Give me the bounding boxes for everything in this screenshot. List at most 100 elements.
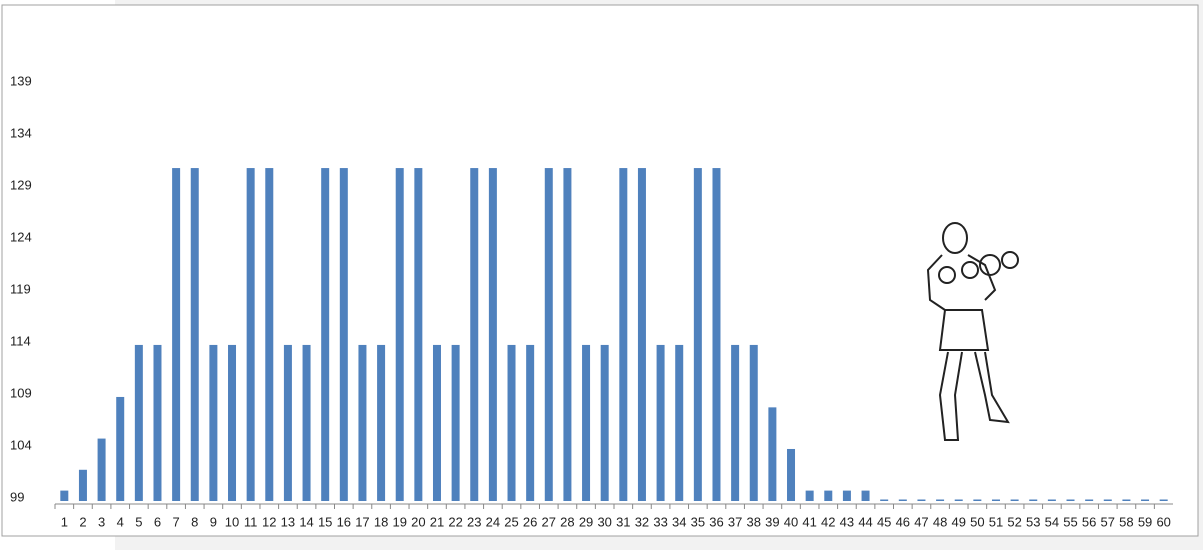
bar <box>973 500 981 502</box>
bar <box>955 500 963 502</box>
bar <box>638 168 646 501</box>
y-tick-label: 134 <box>10 125 32 140</box>
bar <box>563 168 571 501</box>
x-tick-label: 27 <box>542 514 556 529</box>
x-tick-label: 41 <box>802 514 816 529</box>
x-tick-label: 55 <box>1063 514 1077 529</box>
x-tick-label: 59 <box>1138 514 1152 529</box>
bar <box>750 345 758 501</box>
y-tick-label: 99 <box>10 489 24 504</box>
x-tick-label: 15 <box>318 514 332 529</box>
bar <box>508 345 516 501</box>
y-tick-label: 139 <box>10 73 32 88</box>
bar <box>98 439 106 501</box>
x-tick-label: 49 <box>951 514 965 529</box>
x-tick-label: 36 <box>709 514 723 529</box>
bar <box>116 397 124 501</box>
bar <box>135 345 143 501</box>
x-tick-label: 10 <box>225 514 239 529</box>
x-tick-label: 23 <box>467 514 481 529</box>
x-tick-label: 19 <box>392 514 406 529</box>
x-tick-label: 32 <box>635 514 649 529</box>
bar <box>452 345 460 501</box>
x-tick-label: 43 <box>840 514 854 529</box>
bar <box>303 345 311 501</box>
bar <box>768 407 776 501</box>
x-tick-label: 46 <box>896 514 910 529</box>
y-tick-label: 124 <box>10 229 32 244</box>
plot-frame <box>2 5 1198 536</box>
bar <box>806 491 814 501</box>
x-tick-label: 4 <box>117 514 124 529</box>
bar <box>191 168 199 501</box>
bar <box>1122 500 1130 502</box>
x-tick-label: 53 <box>1026 514 1040 529</box>
bar <box>1104 500 1112 502</box>
x-tick-label: 22 <box>448 514 462 529</box>
bar <box>414 168 422 501</box>
bar <box>377 345 385 501</box>
x-tick-label: 38 <box>747 514 761 529</box>
x-tick-label: 48 <box>933 514 947 529</box>
bar <box>601 345 609 501</box>
bar <box>526 345 534 501</box>
y-tick-label: 109 <box>10 385 32 400</box>
x-tick-label: 21 <box>430 514 444 529</box>
x-tick-label: 54 <box>1045 514 1059 529</box>
x-tick-label: 50 <box>970 514 984 529</box>
bar <box>936 500 944 502</box>
bar <box>172 168 180 501</box>
x-tick-label: 18 <box>374 514 388 529</box>
bar <box>992 500 1000 502</box>
x-tick-label: 47 <box>914 514 928 529</box>
bar <box>862 491 870 501</box>
bar <box>209 345 217 501</box>
bar <box>321 168 329 501</box>
bar <box>694 168 702 501</box>
x-tick-label: 60 <box>1156 514 1170 529</box>
bar <box>470 168 478 501</box>
x-tick-label: 31 <box>616 514 630 529</box>
bar <box>489 168 497 501</box>
bar <box>284 345 292 501</box>
x-tick-label: 3 <box>98 514 105 529</box>
y-tick-label: 114 <box>10 333 31 348</box>
chart: 9910410911411912412913413912345678910111… <box>0 0 1203 550</box>
bar <box>396 168 404 501</box>
bar <box>433 345 441 501</box>
y-tick-label: 104 <box>10 437 32 452</box>
x-tick-label: 52 <box>1007 514 1021 529</box>
x-tick-label: 25 <box>504 514 518 529</box>
x-tick-label: 40 <box>784 514 798 529</box>
bar <box>1141 500 1149 502</box>
bar <box>153 345 161 501</box>
bar <box>1029 500 1037 502</box>
x-tick-label: 29 <box>579 514 593 529</box>
bar <box>545 168 553 501</box>
x-tick-label: 26 <box>523 514 537 529</box>
bar <box>79 470 87 501</box>
bar <box>657 345 665 501</box>
bar <box>712 168 720 501</box>
x-tick-label: 6 <box>154 514 161 529</box>
bar <box>358 345 366 501</box>
x-tick-label: 1 <box>61 514 68 529</box>
bar <box>1160 500 1168 502</box>
x-tick-label: 39 <box>765 514 779 529</box>
x-tick-label: 11 <box>244 514 258 529</box>
bar <box>265 168 273 501</box>
bar <box>787 449 795 501</box>
bar <box>619 168 627 501</box>
bar <box>1011 500 1019 502</box>
x-tick-label: 13 <box>281 514 295 529</box>
bar <box>917 500 925 502</box>
x-tick-label: 9 <box>210 514 217 529</box>
bar <box>880 500 888 502</box>
bar <box>843 491 851 501</box>
x-tick-label: 44 <box>858 514 872 529</box>
page: {"chart_data": {"type": "bar", "categori… <box>0 0 1203 550</box>
x-tick-label: 42 <box>821 514 835 529</box>
bar <box>60 491 68 501</box>
x-tick-label: 30 <box>597 514 611 529</box>
bar <box>582 345 590 501</box>
